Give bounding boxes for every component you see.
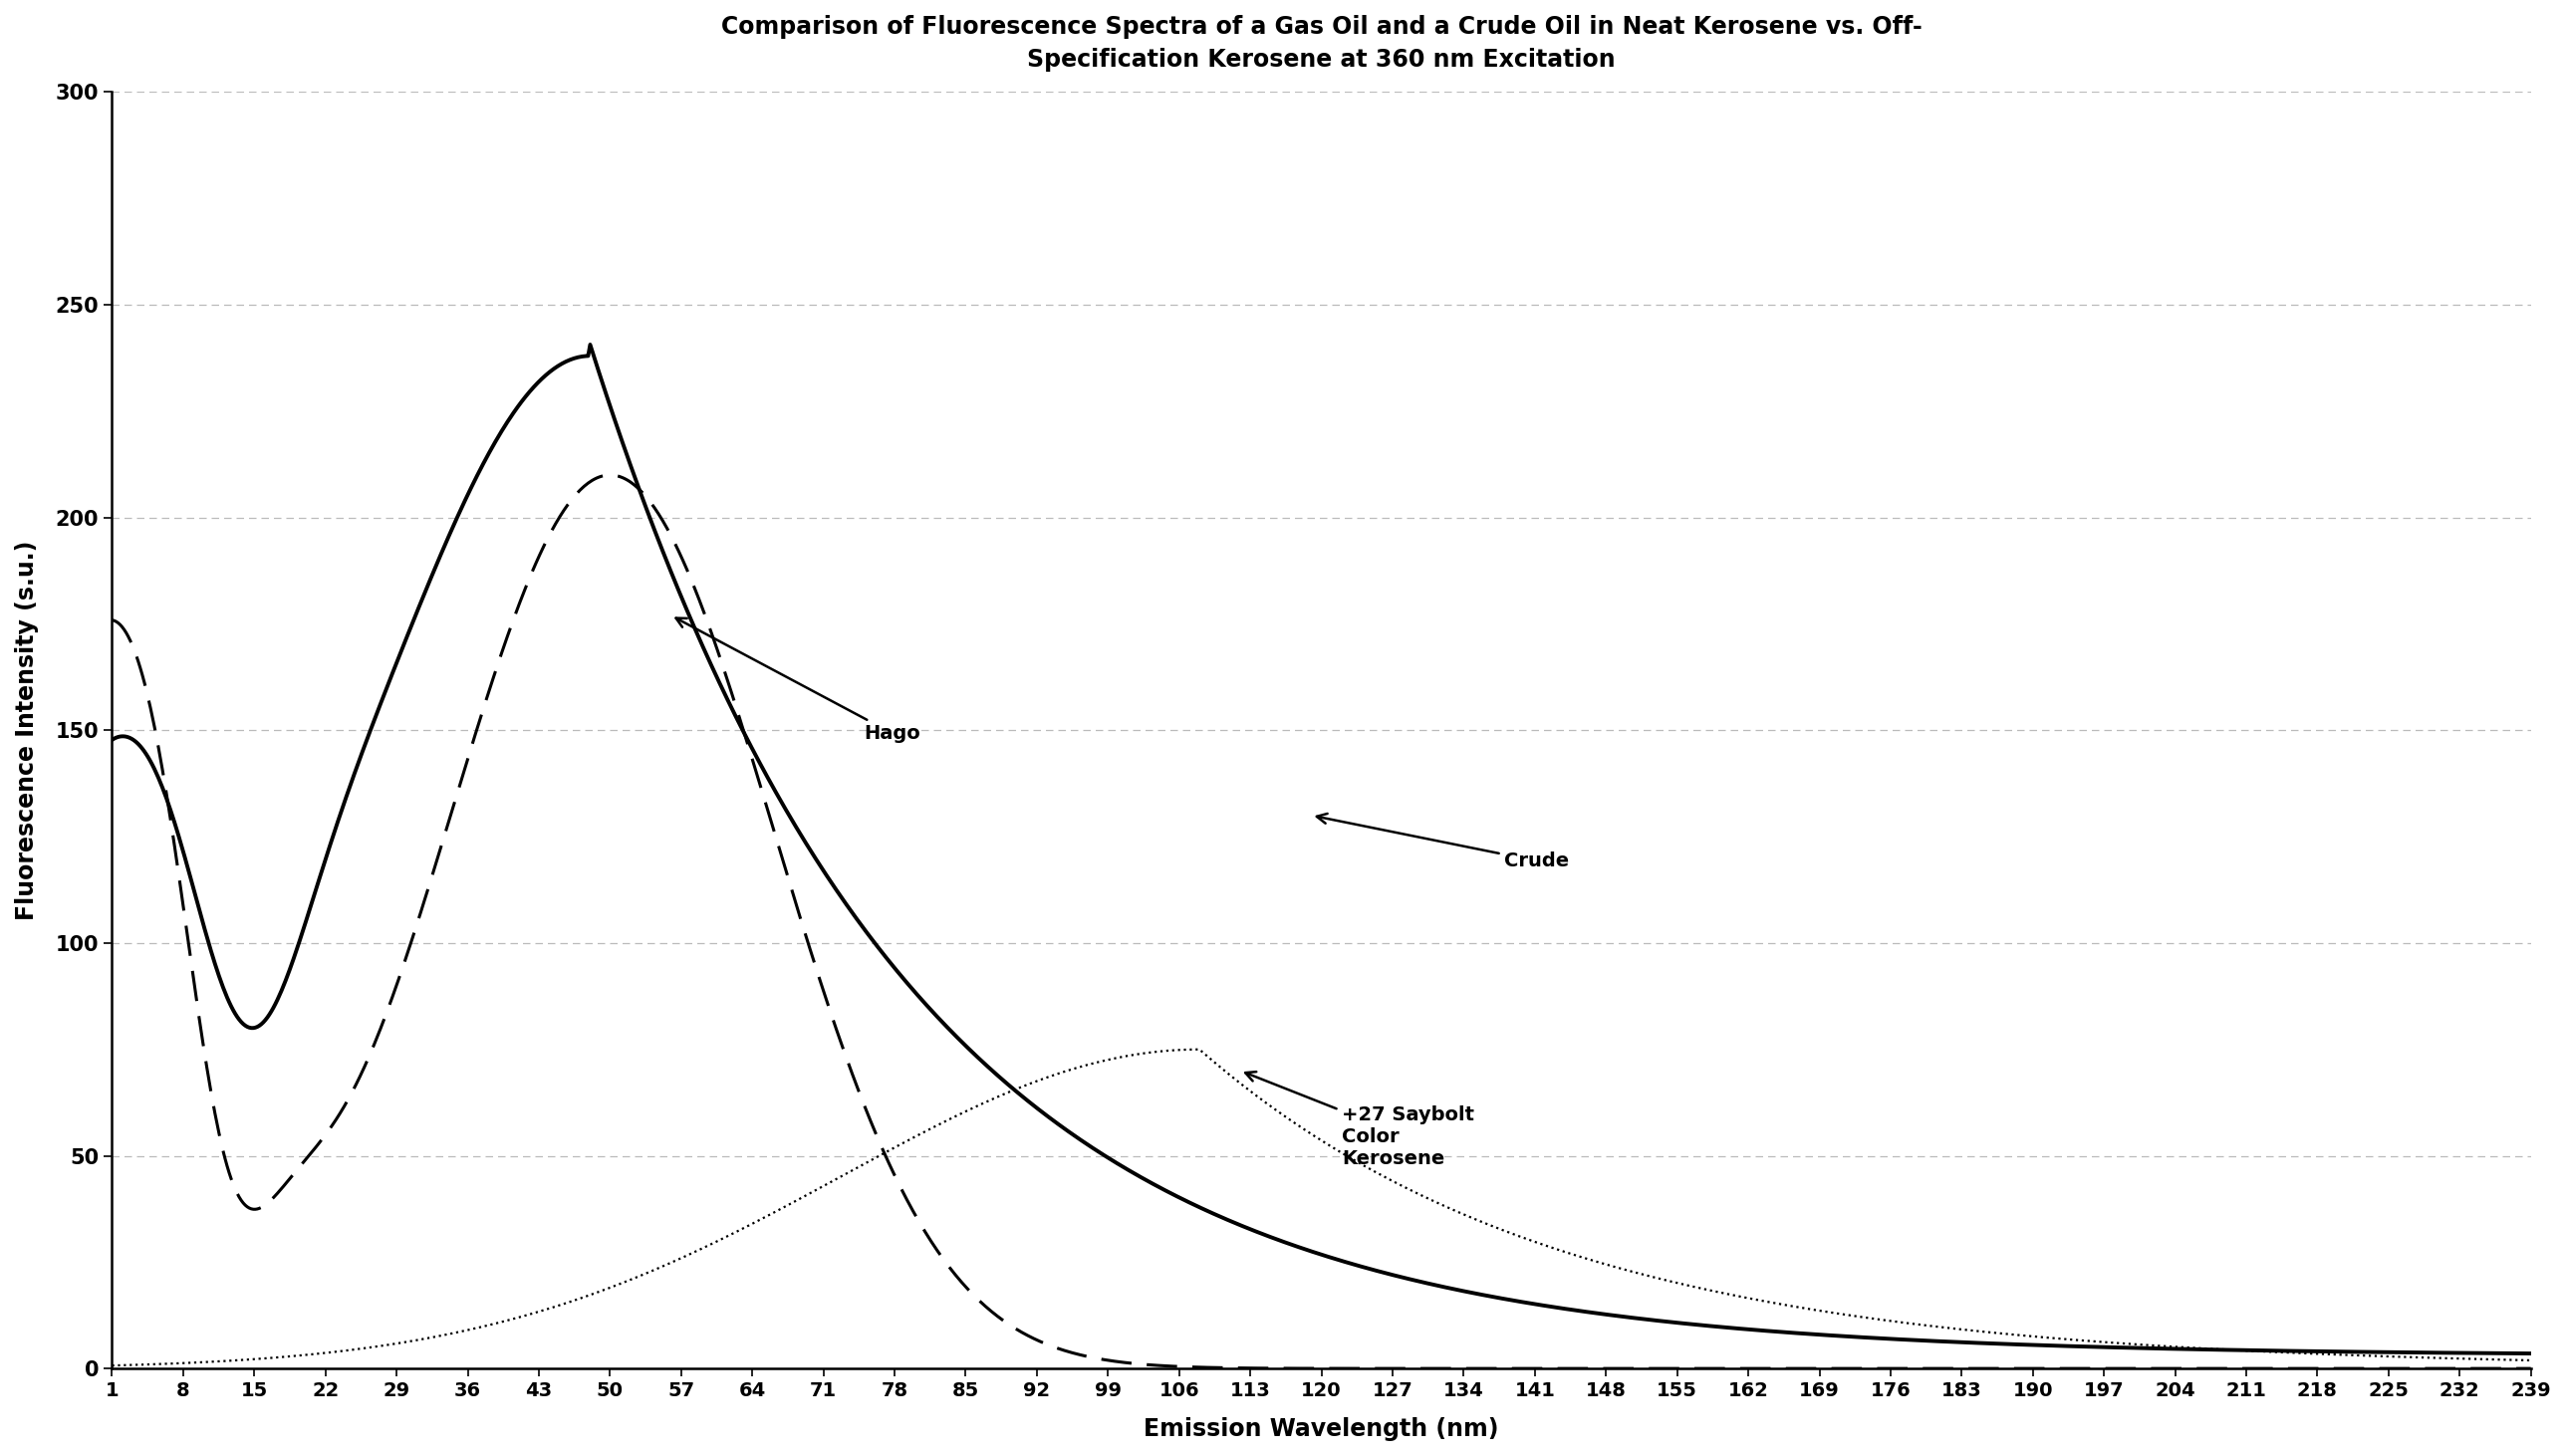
Text: Crude: Crude (1316, 814, 1570, 871)
Y-axis label: Fluorescence Intensity (s.u.): Fluorescence Intensity (s.u.) (15, 540, 38, 920)
Text: Hago: Hago (675, 617, 921, 743)
X-axis label: Emission Wavelength (nm): Emission Wavelength (nm) (1144, 1417, 1499, 1441)
Title: Comparison of Fluorescence Spectra of a Gas Oil and a Crude Oil in Neat Kerosene: Comparison of Fluorescence Spectra of a … (721, 15, 1922, 73)
Text: +27 Saybolt
Color
Kerosene: +27 Saybolt Color Kerosene (1245, 1072, 1475, 1168)
